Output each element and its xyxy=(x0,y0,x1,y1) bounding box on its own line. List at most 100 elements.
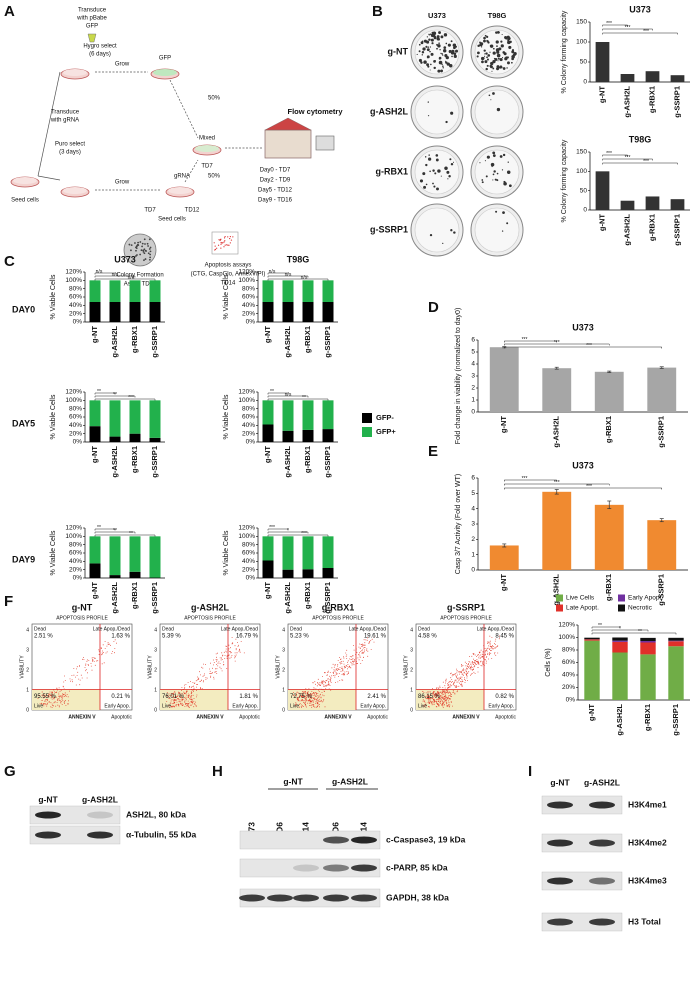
axis-tick-label: 1 xyxy=(26,687,29,693)
colony xyxy=(433,185,436,188)
y-tick-label: 0% xyxy=(566,697,576,704)
colony xyxy=(491,70,493,72)
colony xyxy=(439,49,441,51)
colony xyxy=(455,49,459,53)
colony xyxy=(433,36,437,40)
colony xyxy=(484,53,486,55)
y-axis-label: Casp 3/7 Activity (Fold over WT) xyxy=(455,474,462,574)
band-label: H3 Total xyxy=(628,916,661,926)
bar-segment xyxy=(262,400,274,425)
schematic-text: GFP xyxy=(159,56,171,62)
flow-mini-dot xyxy=(228,244,230,246)
x-tick-label: g-RBX1 xyxy=(303,582,312,609)
panel-label: F xyxy=(4,593,13,610)
bar-segment xyxy=(89,426,101,442)
colony xyxy=(442,65,444,67)
band-label: H3K4me1 xyxy=(628,799,667,809)
y-tick-label: 120% xyxy=(238,269,255,276)
plate-inner xyxy=(414,89,460,135)
colony xyxy=(143,238,146,241)
colony xyxy=(425,45,428,48)
colony xyxy=(140,249,143,252)
blot-band xyxy=(267,894,293,902)
colony xyxy=(485,67,488,71)
schematic-text: (6 days) xyxy=(89,52,111,58)
colony xyxy=(508,184,512,188)
legend-label: Late Apopt. xyxy=(566,605,599,612)
colony xyxy=(496,53,501,58)
bar-segment xyxy=(322,302,334,322)
schematic-text: (CTG, CaspGlo, AnnexV/PI) xyxy=(191,272,266,278)
x-tick-label: g-SSRP1 xyxy=(672,86,681,118)
x-tick-label: g-NT xyxy=(597,214,606,231)
bar-segment xyxy=(89,280,101,302)
bar-segment xyxy=(640,642,656,655)
x-tick-label: g-ASH2L xyxy=(283,326,292,358)
schematic-text: Colony Formation xyxy=(116,273,163,279)
dish-medium xyxy=(63,69,87,76)
colony xyxy=(506,56,509,59)
dish-medium xyxy=(13,177,37,184)
colony xyxy=(425,183,428,186)
flow-mini-dot xyxy=(230,239,233,241)
colony xyxy=(497,67,499,70)
colony xyxy=(496,45,498,47)
colony xyxy=(450,229,453,232)
flow-mini-dot xyxy=(222,242,224,244)
x-tick-label: g-RBX1 xyxy=(604,416,613,443)
schematic-text: Transduce xyxy=(51,110,80,116)
x-tick-label: g-ASH2L xyxy=(552,574,561,606)
significance-label: *** xyxy=(301,531,307,537)
colony xyxy=(484,34,487,37)
colony xyxy=(438,31,441,34)
y-tick-label: 40% xyxy=(242,302,255,309)
live-region xyxy=(160,689,228,710)
x-tick-label: g-SSRP1 xyxy=(657,574,666,606)
bar xyxy=(542,491,572,570)
colony xyxy=(450,111,454,115)
colony xyxy=(427,65,430,68)
colony xyxy=(429,33,432,35)
colony xyxy=(421,54,423,56)
colony xyxy=(484,55,486,57)
y-tick-label: 0% xyxy=(246,319,256,326)
quadrant-label: Dead xyxy=(290,626,302,632)
chart-title: T98G xyxy=(629,134,652,144)
flow-mini-dot xyxy=(220,238,222,240)
quadrant-value: 5.23 % xyxy=(290,634,309,640)
colony xyxy=(437,44,441,48)
significance-label: n/s xyxy=(285,392,292,398)
chart-title: U373 xyxy=(114,254,136,264)
flow-mini-dot xyxy=(220,241,222,244)
colony xyxy=(502,211,505,215)
colony xyxy=(142,250,145,253)
colony xyxy=(422,47,426,51)
axis-tick-label: 2 xyxy=(154,667,157,673)
bar-segment xyxy=(668,640,684,642)
bar-segment xyxy=(109,280,121,302)
colony xyxy=(424,156,427,158)
flow-mini-dot xyxy=(223,241,225,243)
blot-band xyxy=(87,831,113,839)
colony xyxy=(452,161,455,163)
schematic-text: Puro select xyxy=(55,142,85,148)
colony xyxy=(449,51,451,54)
axis-label: ANNEXIN V xyxy=(452,714,480,720)
colony xyxy=(437,169,441,173)
schematic-text: GFP xyxy=(86,24,98,30)
colony xyxy=(480,46,483,48)
colony xyxy=(499,155,503,158)
colony xyxy=(440,175,442,177)
y-tick-label: 60% xyxy=(242,550,255,557)
x-tick-label: g-SSRP1 xyxy=(323,446,332,478)
y-tick-label: 50 xyxy=(580,59,588,66)
y-tick-label: 100% xyxy=(65,397,82,404)
x-tick-label: g-RBX1 xyxy=(130,326,139,353)
schematic-text: Apoptosis assays xyxy=(205,263,252,269)
flow-mini-dot xyxy=(224,236,226,238)
chart-title: T98G xyxy=(287,254,310,264)
flow-mini-dot xyxy=(226,244,228,246)
flow-mini-dot xyxy=(223,237,226,239)
quadrant-value: 1.63 % xyxy=(111,634,130,640)
quadrant-label: Late Apop./Dead xyxy=(477,626,514,632)
